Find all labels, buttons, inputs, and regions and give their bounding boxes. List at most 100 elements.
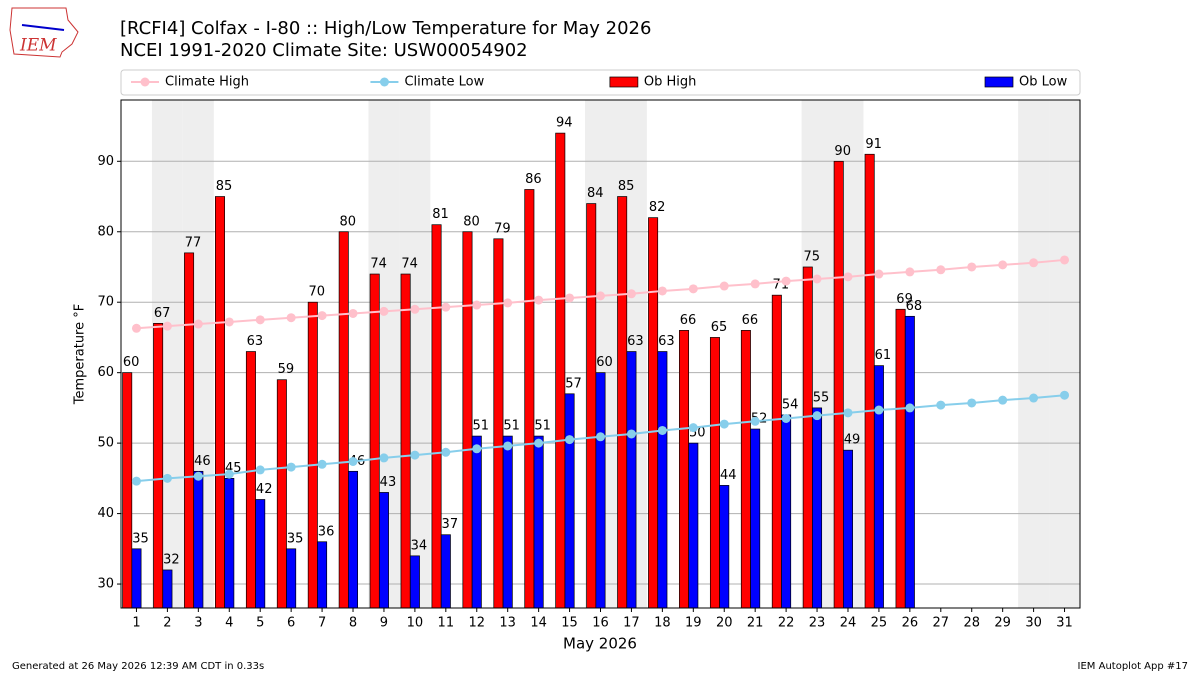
line-point bbox=[967, 398, 977, 408]
line-point bbox=[255, 315, 265, 325]
bar bbox=[750, 428, 761, 609]
line-point bbox=[657, 425, 667, 435]
bar bbox=[679, 330, 690, 609]
bar-value-label: 66 bbox=[742, 313, 759, 328]
bar-value-label: 81 bbox=[432, 207, 449, 222]
line-point bbox=[224, 469, 234, 479]
legend-marker bbox=[379, 77, 389, 87]
bar-value-label: 60 bbox=[123, 355, 140, 370]
line-point bbox=[936, 265, 946, 275]
x-tick-label: 26 bbox=[902, 616, 919, 631]
bar bbox=[286, 548, 297, 609]
line-point bbox=[719, 419, 729, 429]
y-tick-label: 30 bbox=[97, 577, 114, 592]
bar-value-label: 49 bbox=[844, 433, 861, 448]
bar-value-label: 32 bbox=[163, 552, 180, 567]
bar bbox=[440, 534, 451, 609]
x-tick-label: 20 bbox=[716, 616, 733, 631]
x-tick-label: 6 bbox=[287, 616, 295, 631]
bar bbox=[626, 351, 637, 609]
line-point bbox=[224, 317, 234, 327]
legend-item: Climate High bbox=[131, 75, 249, 90]
x-tick-label: 16 bbox=[592, 616, 609, 631]
x-tick-label: 28 bbox=[963, 616, 980, 631]
line-point bbox=[379, 453, 389, 463]
line-point bbox=[193, 471, 203, 481]
bar-value-label: 55 bbox=[813, 390, 830, 405]
line-point bbox=[410, 304, 420, 314]
legend-item: Ob High bbox=[609, 75, 696, 90]
bar bbox=[688, 442, 699, 609]
bar bbox=[842, 449, 853, 609]
line-point bbox=[905, 403, 915, 413]
line-point bbox=[936, 400, 946, 410]
bar bbox=[431, 224, 442, 609]
bar bbox=[595, 372, 606, 609]
shade-band bbox=[1049, 100, 1080, 608]
bar-value-label: 91 bbox=[865, 137, 882, 152]
y-tick-label: 50 bbox=[97, 436, 114, 451]
line-point bbox=[348, 456, 358, 466]
bar-value-label: 69 bbox=[896, 292, 913, 307]
bar bbox=[524, 189, 535, 609]
line-point bbox=[781, 276, 791, 286]
legend-swatch bbox=[984, 76, 1014, 88]
line-point bbox=[503, 441, 513, 451]
logo-shape bbox=[9, 7, 79, 58]
bar-value-label: 59 bbox=[278, 362, 295, 377]
bar-value-label: 85 bbox=[216, 179, 233, 194]
legend-label: Climate Low bbox=[404, 75, 484, 90]
chart-title: [RCFI4] Colfax - I-80 :: High/Low Temper… bbox=[120, 18, 651, 39]
legend-item: Climate Low bbox=[370, 75, 485, 90]
bar bbox=[307, 301, 318, 609]
bar-value-label: 79 bbox=[494, 221, 511, 236]
bar bbox=[586, 203, 597, 609]
bar bbox=[904, 315, 915, 609]
y-tick-label: 40 bbox=[97, 506, 114, 521]
x-tick-label: 10 bbox=[407, 616, 424, 631]
bar-value-label: 54 bbox=[782, 397, 799, 412]
x-tick-label: 31 bbox=[1056, 616, 1073, 631]
x-tick-label: 4 bbox=[225, 616, 233, 631]
x-tick-label: 24 bbox=[840, 616, 857, 631]
bar-value-label: 61 bbox=[875, 348, 892, 363]
bar-value-label: 77 bbox=[185, 235, 202, 250]
bar-value-label: 60 bbox=[596, 355, 613, 370]
x-tick-label: 19 bbox=[685, 616, 702, 631]
x-tick-label: 23 bbox=[809, 616, 826, 631]
shade-band bbox=[1018, 100, 1050, 608]
x-tick-label: 14 bbox=[530, 616, 547, 631]
logo-line bbox=[21, 24, 65, 31]
x-tick-label: 25 bbox=[871, 616, 888, 631]
bar bbox=[648, 217, 659, 609]
y-axis-label: Temperature °F bbox=[73, 304, 88, 405]
bar bbox=[276, 379, 287, 609]
bar-value-label: 51 bbox=[503, 419, 520, 434]
x-tick-label: 29 bbox=[994, 616, 1011, 631]
line-point bbox=[905, 267, 915, 277]
line-point bbox=[131, 323, 141, 333]
line-point bbox=[596, 432, 605, 442]
line-point bbox=[626, 429, 636, 439]
bar-value-label: 42 bbox=[256, 482, 273, 497]
bar bbox=[781, 414, 792, 609]
bar-value-label: 75 bbox=[803, 249, 820, 264]
x-tick-label: 15 bbox=[561, 616, 578, 631]
bar bbox=[771, 294, 782, 609]
bar-value-label: 63 bbox=[627, 334, 644, 349]
line-point bbox=[286, 313, 296, 323]
y-tick-label: 60 bbox=[97, 365, 114, 380]
y-tick-label: 70 bbox=[97, 295, 114, 310]
bar bbox=[555, 132, 566, 609]
bar bbox=[812, 407, 823, 609]
x-tick-label: 27 bbox=[933, 616, 950, 631]
line-point bbox=[503, 298, 513, 308]
line-point bbox=[1060, 390, 1070, 400]
bar bbox=[224, 478, 235, 609]
x-tick-label: 8 bbox=[349, 616, 357, 631]
bar bbox=[378, 492, 389, 609]
legend-marker bbox=[140, 77, 150, 87]
x-tick-label: 18 bbox=[654, 616, 671, 631]
logo: IEM bbox=[9, 7, 79, 58]
